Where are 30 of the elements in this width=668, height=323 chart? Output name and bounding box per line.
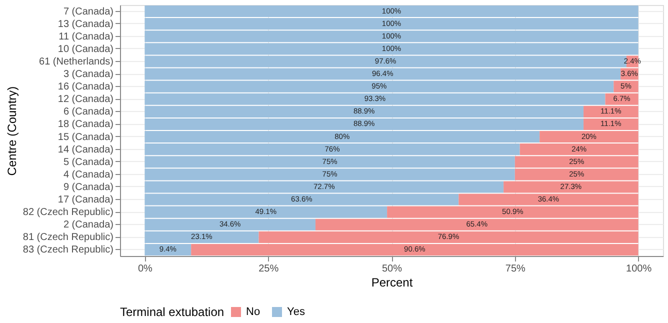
y-tick-label: 83 (Czech Republic) bbox=[22, 244, 114, 256]
y-tick-label: 12 (Canada) bbox=[58, 94, 114, 106]
y-tick-label: 61 (Netherlands) bbox=[39, 56, 114, 68]
y-tick-label: 7 (Canada) bbox=[63, 6, 114, 18]
x-tick-label: 75% bbox=[505, 264, 526, 274]
y-tick-label: 82 (Czech Republic) bbox=[22, 207, 114, 218]
y-tick-label: 10 (Canada) bbox=[58, 44, 114, 55]
x-tick-label: 50% bbox=[382, 264, 402, 274]
y-tick-label: 5 (Canada) bbox=[63, 156, 114, 168]
x-axis-title: Percent bbox=[371, 276, 414, 290]
y-tick-label: 4 (Canada) bbox=[63, 169, 114, 180]
y-tick-label: 6 (Canada) bbox=[63, 106, 114, 118]
y-tick-label: 14 (Canada) bbox=[58, 144, 114, 156]
y-axis-title: Centre (Country) bbox=[4, 86, 19, 176]
x-tick-label: 100% bbox=[626, 264, 652, 274]
y-tick-label: 17 (Canada) bbox=[58, 194, 114, 206]
y-tick-label: 16 (Canada) bbox=[58, 82, 114, 93]
x-tick-label: 25% bbox=[258, 264, 279, 274]
legend-label: Yes bbox=[287, 306, 306, 318]
y-tick-label: 9 (Canada) bbox=[63, 182, 114, 193]
x-tick-label: 0% bbox=[138, 264, 153, 274]
legend-title: Terminal extubation bbox=[120, 305, 224, 319]
legend-label: No bbox=[246, 306, 260, 318]
y-tick-label: 2 (Canada) bbox=[63, 220, 114, 231]
y-tick-label: 13 (Canada) bbox=[58, 18, 114, 30]
y-tick-label: 3 (Canada) bbox=[63, 69, 114, 80]
y-tick-label: 11 (Canada) bbox=[58, 31, 114, 42]
y-tick-label: 18 (Canada) bbox=[58, 119, 114, 130]
y-tick-label: 15 (Canada) bbox=[58, 132, 114, 143]
y-tick-label: 81 (Czech Republic) bbox=[22, 232, 114, 244]
